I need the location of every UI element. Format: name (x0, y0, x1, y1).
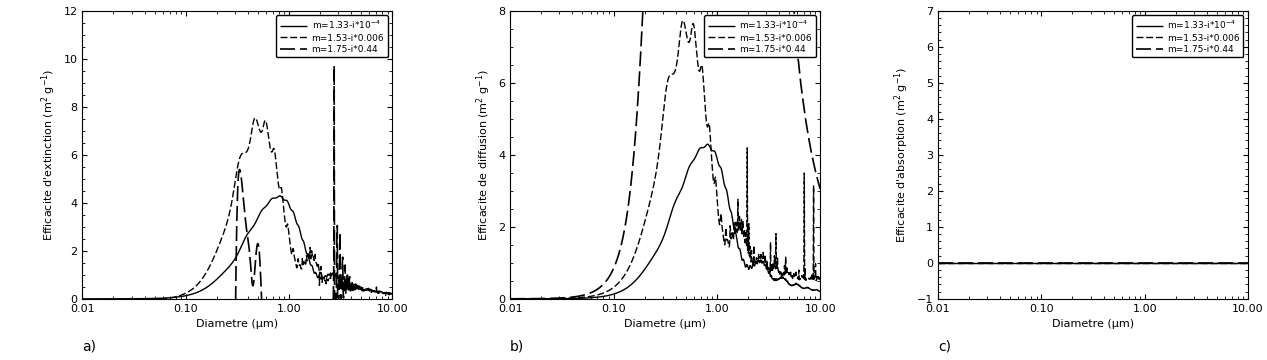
m=1.53-i*0.006 (1128, 261, 1143, 265)
m=1.53-i*0.006 (272, 187, 288, 191)
m=1.33-i*10$^{-4}$ (683, 163, 698, 167)
m=1.75-i*0.44 (327, 63, 342, 68)
m=1.33-i*10$^{-4}$ (503, 297, 518, 301)
m=1.53-i*0.006 (264, 149, 279, 153)
m=1.75-i*0.44 (1110, 261, 1125, 265)
m=1.33-i*10$^{-4}$ (272, 194, 288, 198)
m=1.75-i*0.44 (342, 282, 357, 286)
m=1.75-i*0.44 (522, 297, 537, 301)
m=1.33-i*10$^{-4}$ (1119, 261, 1134, 265)
m=1.53-i*0.006 (1166, 261, 1181, 265)
m=1.53-i*0.006 (75, 298, 90, 303)
m=1.75-i*0.44 (1128, 261, 1143, 265)
X-axis label: Diametre (μm): Diametre (μm) (196, 319, 279, 329)
m=1.33-i*10$^{-4}$ (342, 284, 357, 289)
m=1.53-i*0.006 (1240, 261, 1256, 265)
m=1.33-i*10$^{-4}$ (75, 297, 90, 301)
m=1.33-i*10$^{-4}$ (812, 289, 827, 294)
Text: a): a) (82, 339, 96, 353)
m=1.33-i*10$^{-4}$ (1110, 261, 1125, 265)
m=1.33-i*10$^{-4}$ (691, 148, 706, 153)
m=1.33-i*10$^{-4}$ (522, 297, 537, 301)
m=1.33-i*10$^{-4}$ (930, 261, 945, 265)
m=1.75-i*0.44 (385, 292, 400, 296)
Y-axis label: Efficacite d'absorption (m$^2$ g$^{-1}$): Efficacite d'absorption (m$^2$ g$^{-1}$) (892, 67, 911, 243)
m=1.75-i*0.44 (1119, 261, 1134, 265)
Text: b): b) (511, 339, 525, 353)
Y-axis label: Efficacite de diffusion (m$^2$ g$^{-1}$): Efficacite de diffusion (m$^2$ g$^{-1}$) (474, 69, 493, 241)
Text: c): c) (938, 339, 952, 353)
Line: m=1.53-i*0.006: m=1.53-i*0.006 (511, 21, 820, 299)
m=1.33-i*10$^{-4}$ (264, 198, 279, 202)
Y-axis label: Efficacite d'extinction (m$^2$ g$^{-1}$): Efficacite d'extinction (m$^2$ g$^{-1}$) (39, 69, 58, 241)
m=1.53-i*0.006 (683, 35, 698, 39)
m=1.33-i*10$^{-4}$ (1197, 261, 1213, 265)
m=1.33-i*10$^{-4}$ (1240, 261, 1256, 265)
m=1.53-i*0.006 (522, 297, 537, 301)
m=1.33-i*10$^{-4}$ (255, 207, 270, 212)
m=1.75-i*0.44 (503, 297, 518, 301)
m=1.33-i*10$^{-4}$ (701, 142, 716, 147)
m=1.53-i*0.006 (701, 124, 716, 128)
m=1.75-i*0.44 (1240, 261, 1256, 265)
Line: m=1.33-i*10$^{-4}$: m=1.33-i*10$^{-4}$ (82, 196, 393, 299)
m=1.53-i*0.006 (503, 297, 518, 301)
Line: m=1.75-i*0.44: m=1.75-i*0.44 (511, 0, 820, 299)
m=1.33-i*10$^{-4}$ (739, 265, 754, 269)
m=1.75-i*0.44 (310, 335, 326, 339)
m=1.53-i*0.006 (1110, 261, 1125, 265)
m=1.33-i*10$^{-4}$ (1166, 261, 1181, 265)
m=1.75-i*0.44 (1197, 261, 1213, 265)
m=1.53-i*0.006 (691, 68, 706, 72)
m=1.75-i*0.44 (1166, 261, 1181, 265)
m=1.53-i*0.006 (385, 291, 400, 296)
Line: m=1.75-i*0.44: m=1.75-i*0.44 (82, 66, 393, 360)
m=1.33-i*10$^{-4}$ (310, 276, 326, 280)
m=1.53-i*0.006 (94, 298, 109, 303)
m=1.53-i*0.006 (342, 282, 357, 286)
m=1.53-i*0.006 (739, 231, 754, 235)
Line: m=1.53-i*0.006: m=1.53-i*0.006 (82, 118, 393, 301)
m=1.33-i*10$^{-4}$ (949, 261, 964, 265)
m=1.75-i*0.44 (930, 261, 945, 265)
m=1.53-i*0.006 (949, 261, 964, 265)
m=1.53-i*0.006 (247, 116, 262, 120)
m=1.33-i*10$^{-4}$ (770, 278, 786, 282)
m=1.33-i*10$^{-4}$ (1128, 261, 1143, 265)
m=1.53-i*0.006 (770, 256, 786, 260)
m=1.75-i*0.44 (812, 187, 827, 191)
m=1.53-i*0.006 (812, 278, 827, 282)
m=1.53-i*0.006 (255, 127, 270, 131)
m=1.33-i*10$^{-4}$ (94, 297, 109, 301)
m=1.53-i*0.006 (1197, 261, 1213, 265)
X-axis label: Diametre (μm): Diametre (μm) (625, 319, 706, 329)
Legend: m=1.33-i*10$^{-4}$, m=1.53-i*0.006, m=1.75-i*0.44: m=1.33-i*10$^{-4}$, m=1.53-i*0.006, m=1.… (276, 15, 388, 58)
m=1.33-i*10$^{-4}$ (701, 142, 716, 147)
Line: m=1.33-i*10$^{-4}$: m=1.33-i*10$^{-4}$ (511, 144, 820, 299)
m=1.75-i*0.44 (949, 261, 964, 265)
m=1.53-i*0.006 (310, 261, 326, 265)
X-axis label: Diametre (μm): Diametre (μm) (1052, 319, 1134, 329)
m=1.75-i*0.44 (255, 329, 270, 333)
m=1.33-i*10$^{-4}$ (385, 292, 400, 296)
m=1.53-i*0.006 (930, 261, 945, 265)
Legend: m=1.33-i*10$^{-4}$, m=1.53-i*0.006, m=1.75-i*0.44: m=1.33-i*10$^{-4}$, m=1.53-i*0.006, m=1.… (704, 15, 816, 58)
Legend: m=1.33-i*10$^{-4}$, m=1.53-i*0.006, m=1.75-i*0.44: m=1.33-i*10$^{-4}$, m=1.53-i*0.006, m=1.… (1131, 15, 1243, 58)
m=1.53-i*0.006 (675, 18, 691, 23)
m=1.53-i*0.006 (1119, 261, 1134, 265)
m=1.33-i*10$^{-4}$ (272, 194, 288, 198)
